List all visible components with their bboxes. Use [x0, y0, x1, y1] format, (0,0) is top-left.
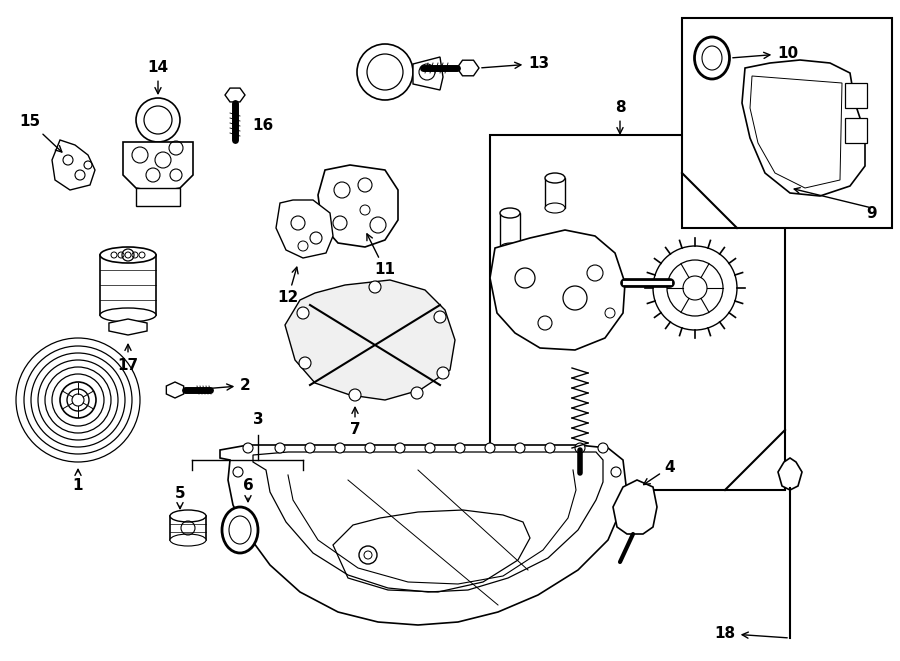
Text: 17: 17 — [117, 344, 139, 373]
Circle shape — [545, 443, 555, 453]
Circle shape — [297, 307, 309, 319]
Text: 16: 16 — [252, 118, 274, 132]
Polygon shape — [750, 76, 842, 188]
Text: 2: 2 — [193, 378, 251, 393]
Circle shape — [359, 546, 377, 564]
Bar — [490, 135, 785, 490]
Ellipse shape — [222, 507, 258, 553]
Polygon shape — [457, 60, 479, 76]
Circle shape — [653, 246, 737, 330]
Circle shape — [305, 443, 315, 453]
Circle shape — [335, 443, 345, 453]
Circle shape — [411, 387, 423, 399]
Text: 7: 7 — [350, 407, 360, 438]
Ellipse shape — [100, 247, 156, 263]
Polygon shape — [285, 280, 455, 400]
Polygon shape — [613, 480, 657, 534]
Polygon shape — [123, 142, 193, 192]
Circle shape — [299, 357, 311, 369]
Circle shape — [437, 367, 449, 379]
Text: 18: 18 — [714, 626, 788, 641]
Text: 10: 10 — [733, 46, 798, 61]
Text: 15: 15 — [20, 114, 62, 152]
Circle shape — [611, 467, 621, 477]
Ellipse shape — [695, 37, 730, 79]
Circle shape — [136, 98, 180, 142]
Bar — [545, 178, 565, 208]
Circle shape — [144, 106, 172, 134]
Bar — [845, 83, 867, 108]
Text: 1: 1 — [73, 469, 83, 492]
Bar — [170, 516, 206, 540]
Polygon shape — [413, 57, 443, 90]
Ellipse shape — [229, 516, 251, 544]
Bar — [500, 213, 520, 248]
Circle shape — [395, 443, 405, 453]
Circle shape — [233, 467, 243, 477]
Polygon shape — [225, 88, 245, 102]
Polygon shape — [52, 140, 95, 190]
Circle shape — [369, 281, 381, 293]
Polygon shape — [742, 60, 865, 196]
Polygon shape — [220, 445, 626, 625]
Ellipse shape — [170, 510, 206, 522]
Polygon shape — [318, 165, 398, 247]
Text: 3: 3 — [253, 412, 264, 428]
Circle shape — [365, 443, 375, 453]
Bar — [100, 255, 156, 315]
Circle shape — [243, 443, 253, 453]
Bar — [136, 188, 180, 206]
Polygon shape — [778, 458, 802, 490]
Bar — [682, 18, 892, 228]
Polygon shape — [166, 382, 184, 398]
Polygon shape — [490, 230, 625, 350]
Text: 5: 5 — [175, 485, 185, 509]
Ellipse shape — [702, 46, 722, 70]
Circle shape — [357, 44, 413, 100]
Bar — [845, 118, 867, 143]
Circle shape — [349, 389, 361, 401]
Text: 11: 11 — [367, 234, 395, 278]
Text: 4: 4 — [644, 459, 675, 485]
Text: 12: 12 — [277, 267, 299, 305]
Circle shape — [425, 443, 435, 453]
Text: 8: 8 — [615, 100, 626, 134]
Polygon shape — [109, 319, 147, 335]
Circle shape — [598, 443, 608, 453]
Circle shape — [515, 443, 525, 453]
Text: 9: 9 — [867, 206, 877, 221]
Text: 13: 13 — [482, 56, 549, 71]
Text: 14: 14 — [148, 61, 168, 94]
Ellipse shape — [500, 208, 520, 218]
Ellipse shape — [545, 203, 565, 213]
Ellipse shape — [100, 308, 156, 322]
Circle shape — [485, 443, 495, 453]
Circle shape — [275, 443, 285, 453]
Text: 6: 6 — [243, 477, 254, 502]
Ellipse shape — [500, 243, 520, 253]
Circle shape — [575, 443, 585, 453]
Ellipse shape — [170, 534, 206, 546]
Circle shape — [434, 311, 446, 323]
Circle shape — [455, 443, 465, 453]
Ellipse shape — [545, 173, 565, 183]
Polygon shape — [276, 200, 333, 258]
